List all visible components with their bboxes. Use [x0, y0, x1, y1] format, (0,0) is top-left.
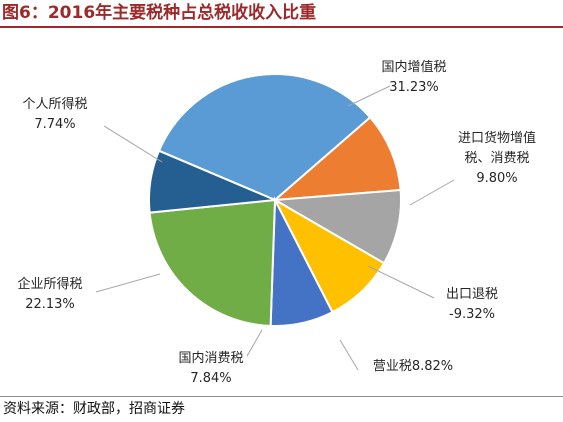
leader-line — [347, 85, 391, 107]
pie-chart: 国内增值税 31.23% 进口货物增值税、消费税 9.80% 出口退税 -9.32% 营业税… — [17, 59, 536, 386]
leader-line — [409, 179, 455, 206]
slice-label-line: 个人所得税 — [22, 96, 87, 112]
slice-label: 进口货物增值税、消费税 9.80% — [458, 130, 536, 186]
pie-slice — [148, 149, 276, 214]
source-divider — [0, 396, 563, 397]
slice-value-label: -9.32% — [449, 307, 495, 322]
slice-labels: 国内增值税 31.23% 进口货物增值税、消费税 9.80% 出口退税 -9.32% 营业税… — [17, 59, 536, 386]
slice-label-line: 国内消费税 — [178, 350, 243, 366]
chart-title: 图6：2016年主要税种占总税收收入比重 — [2, 3, 317, 23]
pie-slice — [148, 198, 277, 327]
leader-line — [103, 125, 163, 163]
leader-line — [339, 339, 359, 371]
leader-line — [246, 329, 263, 357]
pie-slice — [272, 116, 402, 202]
slice-label: 营业税8.82% — [373, 359, 453, 374]
slice-label: 国内增值税 31.23% — [381, 59, 446, 95]
slice-value-label: 7.84% — [190, 371, 231, 386]
pie-slice — [271, 188, 402, 265]
pie-slice — [157, 73, 372, 202]
leader-line — [95, 273, 161, 293]
slice-value-label: 22.13% — [25, 297, 75, 312]
slice-value-label: 营业税8.82% — [373, 359, 453, 374]
slice-label: 国内消费税 7.84% — [178, 350, 243, 386]
slice-label-line: 出口退税 — [446, 287, 498, 302]
slice-label-line: 进口货物增值 — [458, 130, 536, 146]
slice-label-line: 企业所得税 — [17, 276, 82, 292]
slice-value-label: 7.74% — [34, 117, 75, 132]
slice-label: 企业所得税 22.13% — [17, 276, 82, 312]
leader-lines — [95, 85, 455, 371]
slice-label: 出口退税 -9.32% — [446, 287, 498, 322]
leader-line — [367, 265, 435, 299]
slice-value-label: 9.80% — [476, 171, 517, 186]
source-note: 资料来源：财政部，招商证券 — [3, 401, 185, 417]
slice-value-label: 31.23% — [389, 80, 439, 95]
slice-label-line: 税、消费税 — [464, 151, 529, 166]
slice-label-line: 国内增值税 — [381, 59, 446, 75]
pie-slices — [148, 73, 402, 327]
slice-label: 个人所得税 7.74% — [22, 96, 87, 132]
title-divider — [0, 26, 563, 28]
